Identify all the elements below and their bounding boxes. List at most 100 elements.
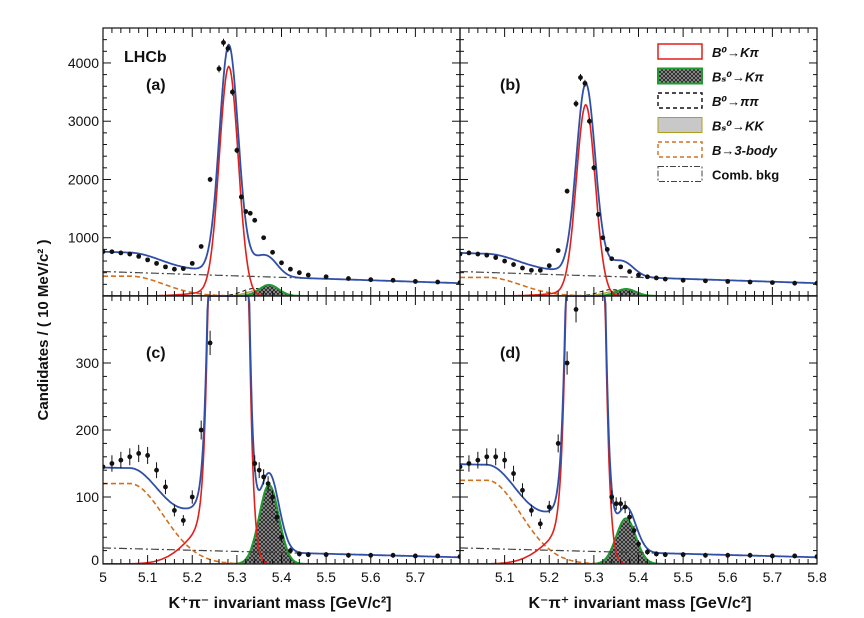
data-point — [145, 257, 151, 263]
data-point — [216, 66, 222, 72]
data-point — [368, 277, 374, 283]
data-point — [118, 457, 124, 463]
data-point — [390, 277, 396, 283]
y-tick-label: 3000 — [68, 113, 99, 129]
data-point — [475, 251, 481, 257]
total-fit-curve — [103, 296, 460, 559]
data-point — [662, 276, 668, 282]
y-tick-label: 200 — [76, 422, 100, 438]
x-tick-label: 5.3 — [227, 569, 247, 585]
data-point — [747, 552, 753, 558]
data-point — [502, 258, 508, 264]
data-point — [493, 454, 499, 460]
data-point — [703, 278, 708, 284]
data-point — [546, 504, 552, 510]
data-point — [163, 484, 168, 490]
y-axis-label: Candidates / ( 10 MeV/c² ) — [35, 240, 52, 421]
legend-item: Comb. bkg — [657, 166, 779, 183]
x-tick-label: 5.2 — [540, 569, 560, 585]
x-axis-label-left: K⁺π⁻ invariant mass [GeV/c²] — [169, 595, 392, 612]
data-point — [604, 246, 610, 252]
data-point — [636, 272, 641, 278]
legend-item: B→3-body — [657, 141, 778, 158]
x-tick-label: 5.5 — [316, 569, 336, 585]
panel-d: 5.1 5.2 5.3 5.4 5.5 5.6 5.7 5.8 (d) — [459, 295, 827, 585]
data-point — [238, 194, 244, 200]
data-point — [546, 263, 552, 269]
legend-item: Bₛ⁰→Kπ — [657, 67, 764, 85]
three-body-component — [103, 275, 460, 296]
data-point — [645, 274, 650, 280]
total-fit-curve — [103, 43, 460, 285]
x-tick-label: 5.7 — [763, 569, 783, 585]
y-tick-label: 300 — [76, 355, 100, 371]
experiment-label: LHCb — [124, 49, 167, 66]
data-point — [346, 276, 351, 281]
data-point — [305, 272, 311, 278]
y-tick-label: 1000 — [68, 230, 99, 246]
data-point — [136, 451, 142, 456]
data-point — [252, 461, 258, 466]
data-point — [435, 279, 441, 285]
data-point — [198, 427, 204, 433]
x-tick-label: 5.2 — [183, 569, 203, 585]
y-tick-label: 4000 — [68, 55, 99, 71]
data-point — [747, 279, 753, 285]
b0-kpi-component — [103, 296, 460, 564]
data-point — [769, 280, 775, 285]
data-point — [180, 518, 186, 523]
data-point — [230, 89, 235, 95]
comb-bkg-component — [103, 270, 460, 284]
data-point — [587, 118, 592, 124]
data-point — [221, 40, 226, 45]
data-point — [279, 260, 284, 266]
legend-label: B⁰→ππ — [712, 94, 759, 109]
data-point — [578, 75, 583, 80]
data-point — [323, 274, 329, 280]
data-point — [127, 454, 133, 460]
legend-item: B⁰→Kπ — [657, 43, 759, 60]
data-point — [680, 277, 686, 283]
panel-frame — [459, 27, 818, 297]
data-point — [154, 467, 159, 473]
b0-kpi-component — [460, 296, 817, 564]
data-point — [180, 266, 186, 272]
data-point — [346, 552, 351, 558]
data-point — [613, 501, 619, 507]
panel-frame — [102, 295, 461, 565]
data-point — [323, 552, 329, 558]
data-point — [537, 521, 543, 527]
data-point — [305, 552, 311, 558]
panel-frame — [102, 27, 461, 297]
data-point — [189, 494, 195, 500]
data-point — [631, 528, 637, 533]
x-tick-label: 5.1 — [495, 569, 515, 585]
legend-item: B⁰→ππ — [657, 92, 759, 109]
data-point — [198, 244, 204, 249]
data-point — [252, 217, 258, 223]
three-body-component — [460, 479, 817, 564]
plot-area — [103, 296, 460, 564]
data-point — [600, 235, 606, 241]
panel-label: (c) — [146, 345, 166, 362]
comb-bkg-component — [460, 547, 817, 558]
data-point — [680, 552, 686, 558]
plot-area — [460, 296, 817, 564]
legend-swatch — [657, 117, 703, 133]
data-point — [573, 307, 579, 312]
data-point — [502, 457, 508, 463]
x-tick-label: 5 — [99, 569, 107, 585]
legend-swatch — [657, 166, 703, 182]
data-point — [537, 267, 543, 273]
data-point — [296, 270, 302, 276]
data-point — [591, 165, 597, 171]
data-point — [618, 264, 624, 270]
data-point — [189, 260, 195, 266]
panel-frame — [459, 295, 818, 565]
data-point — [243, 209, 249, 214]
data-point — [256, 467, 262, 473]
panel-c: 100 200 300 05 5.1 5.2 5.3 5.4 5.5 5.6 5.7 (c) — [76, 295, 461, 585]
data-point — [529, 267, 534, 273]
